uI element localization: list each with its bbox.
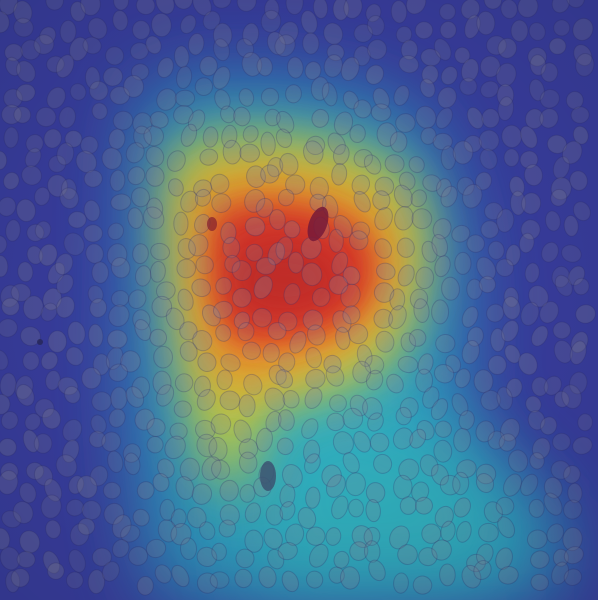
vignette [0, 0, 598, 600]
heatmap-canvas [0, 0, 598, 600]
heatmap-image [0, 0, 598, 600]
